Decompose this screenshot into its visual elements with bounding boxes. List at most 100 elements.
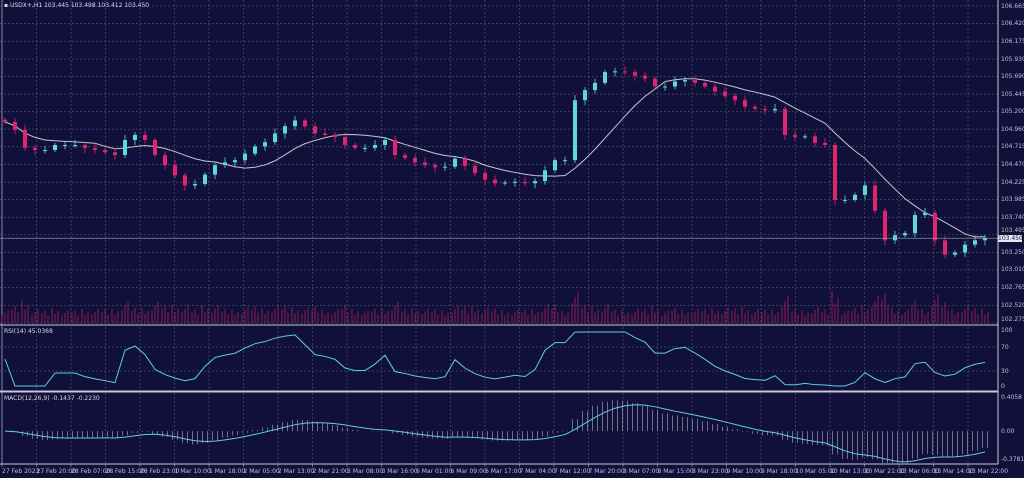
bear-candle xyxy=(343,137,347,146)
bull-candle xyxy=(843,199,847,201)
price-axis-label: 103.010 xyxy=(1001,266,1024,274)
bear-candle xyxy=(413,158,417,163)
bull-candle xyxy=(963,244,967,253)
price-axis-label: 102.765 xyxy=(1001,284,1024,292)
time-axis-label: 27 Feb 2023 xyxy=(2,468,40,475)
bear-candle xyxy=(3,119,7,122)
bear-candle xyxy=(753,106,757,109)
bear-candle xyxy=(653,78,657,87)
bull-candle xyxy=(803,136,807,138)
bull-candle xyxy=(683,80,687,82)
bull-candle xyxy=(983,238,987,241)
bear-candle xyxy=(33,147,37,151)
time-axis-label: 3 Mar 08:00 xyxy=(347,468,384,475)
bear-candle xyxy=(943,240,947,255)
bull-candle xyxy=(293,120,297,127)
bear-candle xyxy=(693,80,697,83)
bear-candle xyxy=(633,72,637,76)
bull-candle xyxy=(973,240,977,245)
price-axis-label: 104.715 xyxy=(1001,143,1024,151)
time-axis-label: 10 Mar 05:00 xyxy=(795,468,836,475)
bear-candle xyxy=(323,133,327,135)
bear-candle xyxy=(173,165,177,176)
price-axis-label: 105.445 xyxy=(1001,90,1024,98)
bull-candle xyxy=(263,142,267,147)
bull-candle xyxy=(893,235,897,241)
time-axis-label: 6 Mar 17:00 xyxy=(485,468,522,475)
bull-candle xyxy=(203,174,207,184)
bull-candle xyxy=(363,147,367,149)
symbol-header: ▪ USDX+,H1 103.445 103.498 103.412 103.4… xyxy=(4,2,149,9)
bear-candle xyxy=(713,86,717,92)
bear-candle xyxy=(933,212,937,241)
time-axis-label: 2 Mar 13:00 xyxy=(278,468,315,475)
price-axis-label: 103.250 xyxy=(1001,249,1024,257)
bull-candle xyxy=(133,134,137,140)
bull-candle xyxy=(373,145,377,148)
bear-candle xyxy=(93,147,97,151)
price-axis-label: 106.175 xyxy=(1001,37,1024,45)
bull-candle xyxy=(213,165,217,175)
bear-candle xyxy=(623,71,627,73)
chart-menu-icon[interactable]: ▪ xyxy=(4,2,10,9)
macd-axis-label: 0.00 xyxy=(1001,427,1015,435)
bull-candle xyxy=(453,158,457,167)
macd-axis-label: -0.3781 xyxy=(1001,456,1024,463)
symbol-name: USDX+,H1 xyxy=(9,2,43,9)
bear-candle xyxy=(83,145,87,148)
price-axis-label: 103.740 xyxy=(1001,213,1024,221)
rsi-axis-label: 70 xyxy=(1001,343,1009,351)
bear-candle xyxy=(473,165,477,174)
low-value: 103.412 xyxy=(97,2,123,9)
time-axis-label: 8 Mar 15:00 xyxy=(657,468,694,475)
bull-candle xyxy=(253,146,257,154)
open-value: 103.445 xyxy=(44,2,69,9)
bull-candle xyxy=(503,182,507,184)
rsi-axis-label: 0 xyxy=(1001,383,1005,390)
bull-candle xyxy=(573,100,577,161)
bear-candle xyxy=(823,142,827,146)
bear-candle xyxy=(833,145,837,200)
time-axis-label: 28 Feb 15:00 xyxy=(105,468,145,475)
bear-candle xyxy=(303,120,307,127)
bear-candle xyxy=(523,181,527,184)
bear-candle xyxy=(483,173,487,180)
rsi-axis-label: 30 xyxy=(1001,367,1009,375)
bull-candle xyxy=(443,166,447,168)
bear-candle xyxy=(433,165,437,168)
bull-candle xyxy=(73,145,77,147)
time-axis-label: 2 Mar 21:00 xyxy=(312,468,349,475)
bear-candle xyxy=(723,91,727,96)
bear-candle xyxy=(153,139,157,156)
price-axis-label: 105.690 xyxy=(1001,72,1024,80)
price-axis-label: 102.520 xyxy=(1001,301,1024,309)
bull-candle xyxy=(563,160,567,162)
time-axis-label: 13 Mar 22:00 xyxy=(968,468,1009,475)
time-axis-label: 13 Mar 14:00 xyxy=(933,468,974,475)
bull-candle xyxy=(903,233,907,236)
bull-candle xyxy=(273,133,277,143)
current-price-tag: 103.450 xyxy=(998,234,1023,242)
time-axis-label: 6 Mar 09:00 xyxy=(450,468,487,475)
bull-candle xyxy=(543,170,547,182)
bear-candle xyxy=(333,134,337,138)
time-axis-label: 28 Feb 07:00 xyxy=(71,468,111,475)
time-axis-label: 3 Mar 16:00 xyxy=(381,468,418,475)
time-axis-label: 10 Mar 13:00 xyxy=(830,468,871,475)
bear-candle xyxy=(353,145,357,148)
bear-candle xyxy=(163,155,167,166)
price-axis-label: 104.960 xyxy=(1001,125,1024,133)
bear-candle xyxy=(313,126,317,134)
time-axis-label: 7 Mar 04:00 xyxy=(519,468,556,475)
close-value: 103.450 xyxy=(124,2,150,9)
bull-candle xyxy=(233,160,237,163)
bull-candle xyxy=(63,145,67,147)
time-axis-label: 8 Mar 07:00 xyxy=(623,468,660,475)
price-axis-label: 106.420 xyxy=(1001,20,1024,28)
bull-candle xyxy=(43,150,47,152)
time-axis-label: 6 Mar 01:00 xyxy=(416,468,453,475)
bear-candle xyxy=(103,150,107,153)
bull-candle xyxy=(663,86,667,88)
